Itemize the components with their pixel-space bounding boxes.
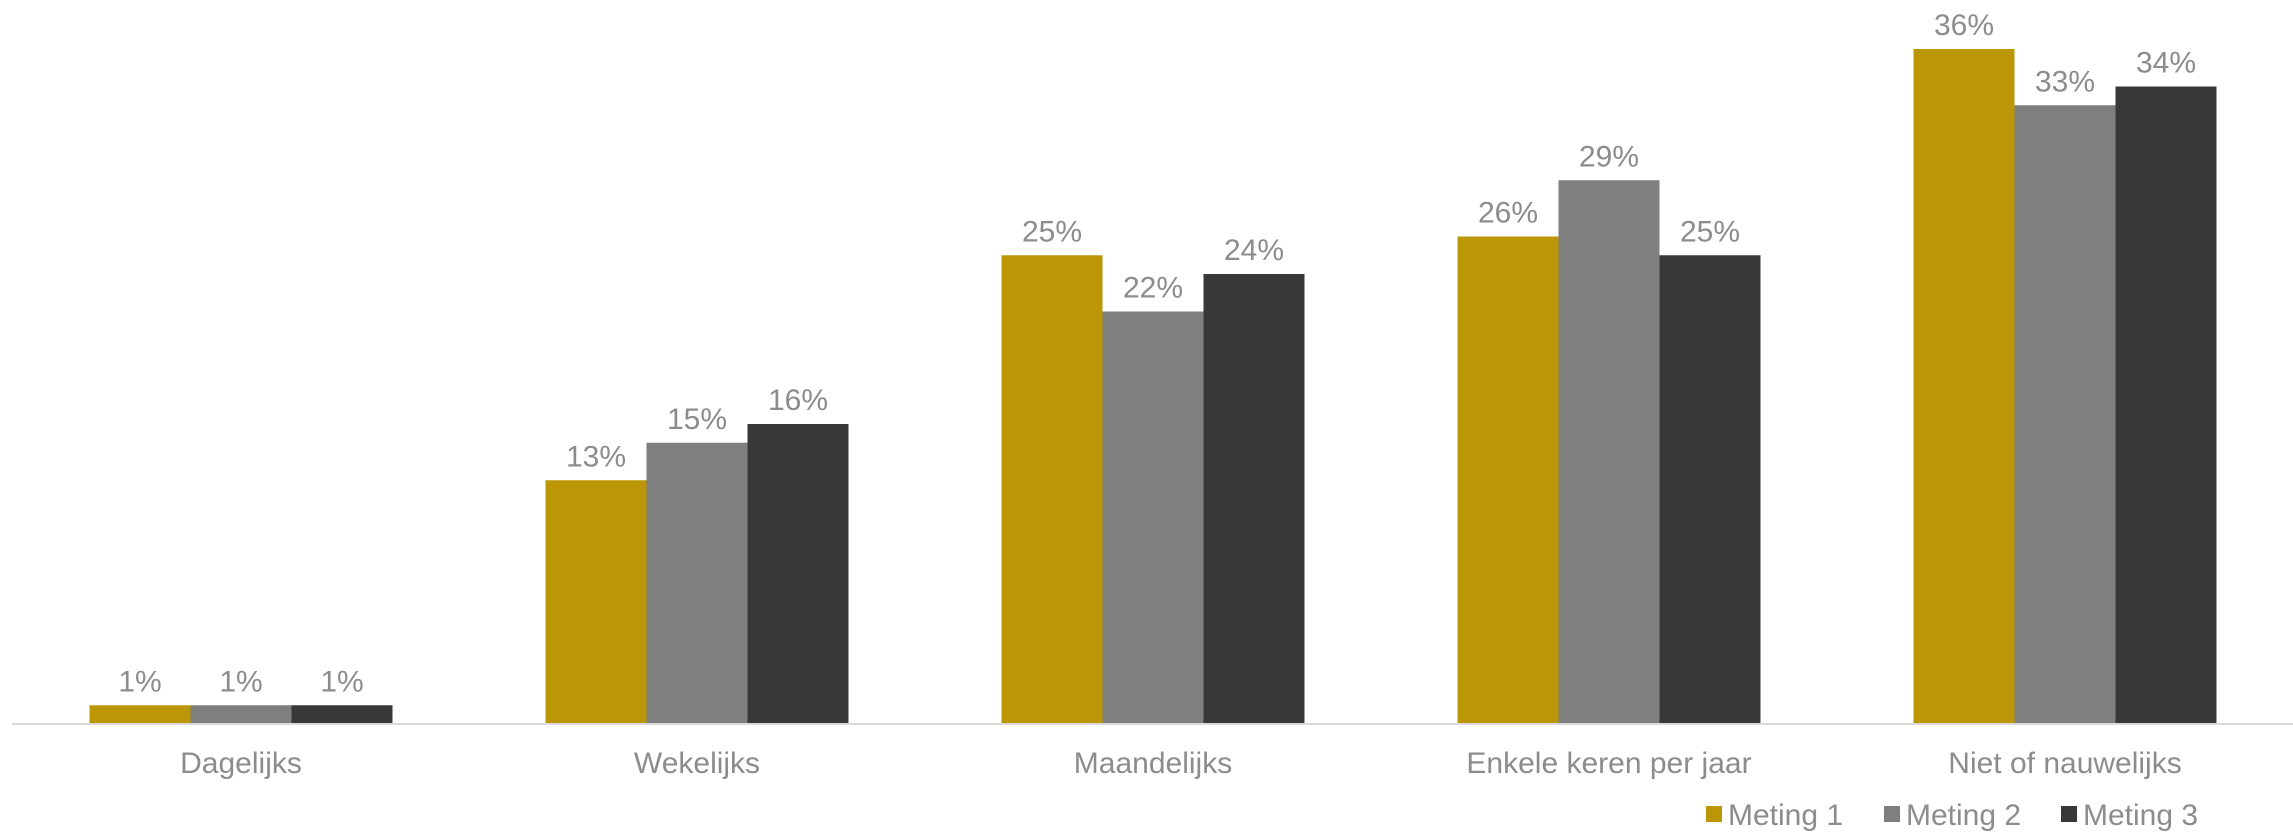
- legend-label-meting-3: Meting 3: [2083, 799, 2198, 832]
- data-label-maandelijks-meting-3: 24%: [1224, 234, 1284, 267]
- data-label-wekelijks-meting-1: 13%: [566, 440, 626, 473]
- legend-swatch-meting-1: [1706, 806, 1722, 822]
- bar-dagelijks-meting-2: [190, 705, 292, 724]
- bar-dagelijks-meting-3: [291, 705, 393, 724]
- legend-label-meting-1: Meting 1: [1728, 799, 1843, 832]
- data-label-maandelijks-meting-1: 25%: [1022, 215, 1082, 248]
- bar-enkele-keren-per-jaar-meting-2: [1558, 180, 1660, 724]
- legend: Meting 1 Meting 2 Meting 3: [1706, 799, 2198, 832]
- category-label-dagelijks: Dagelijks: [180, 747, 302, 780]
- category-label-niet-of-nauwelijks: Niet of nauwelijks: [1948, 747, 2181, 780]
- category-labels-layer: Dagelijks Wekelijks Maandelijks Enkele kere…: [180, 747, 2182, 780]
- legend-swatch-meting-3: [2061, 806, 2077, 822]
- data-label-enkele-keren-per-jaar-meting-3: 25%: [1680, 215, 1740, 248]
- bar-enkele-keren-per-jaar-meting-3: [1659, 255, 1761, 724]
- data-label-dagelijks-meting-2: 1%: [219, 665, 262, 698]
- bar-niet-of-nauwelijks-meting-2: [2014, 105, 2116, 724]
- legend-label-meting-2: Meting 2: [1906, 799, 2021, 832]
- bar-niet-of-nauwelijks-meting-1: [1913, 49, 2015, 724]
- category-label-wekelijks: Wekelijks: [634, 747, 760, 780]
- data-label-enkele-keren-per-jaar-meting-1: 26%: [1478, 197, 1538, 230]
- bar-wekelijks-meting-1: [545, 480, 647, 724]
- data-label-wekelijks-meting-3: 16%: [768, 384, 828, 417]
- bar-maandelijks-meting-2: [1102, 311, 1204, 724]
- bars-layer: [89, 49, 2217, 724]
- data-label-wekelijks-meting-2: 15%: [667, 403, 727, 436]
- bar-wekelijks-meting-2: [646, 442, 748, 724]
- bar-maandelijks-meting-3: [1203, 274, 1305, 724]
- data-label-niet-of-nauwelijks-meting-3: 34%: [2136, 47, 2196, 80]
- category-label-enkele-keren-per-jaar: Enkele keren per jaar: [1466, 747, 1751, 780]
- bar-enkele-keren-per-jaar-meting-1: [1457, 236, 1559, 724]
- data-label-niet-of-nauwelijks-meting-1: 36%: [1934, 9, 1994, 42]
- data-label-niet-of-nauwelijks-meting-2: 33%: [2035, 65, 2095, 98]
- bar-niet-of-nauwelijks-meting-3: [2115, 86, 2217, 724]
- bar-maandelijks-meting-1: [1001, 255, 1103, 724]
- data-label-dagelijks-meting-3: 1%: [320, 665, 363, 698]
- data-label-dagelijks-meting-1: 1%: [118, 665, 161, 698]
- bar-dagelijks-meting-1: [89, 705, 191, 724]
- data-label-enkele-keren-per-jaar-meting-2: 29%: [1579, 140, 1639, 173]
- data-label-maandelijks-meting-2: 22%: [1123, 272, 1183, 305]
- category-label-maandelijks: Maandelijks: [1074, 747, 1232, 780]
- data-labels-layer: 1% 1% 1% 13% 15% 16% 25% 22% 24% 26% 29% 25% 36% 33% 3…: [118, 9, 2196, 698]
- bar-wekelijks-meting-3: [747, 424, 849, 724]
- legend-swatch-meting-2: [1884, 806, 1900, 822]
